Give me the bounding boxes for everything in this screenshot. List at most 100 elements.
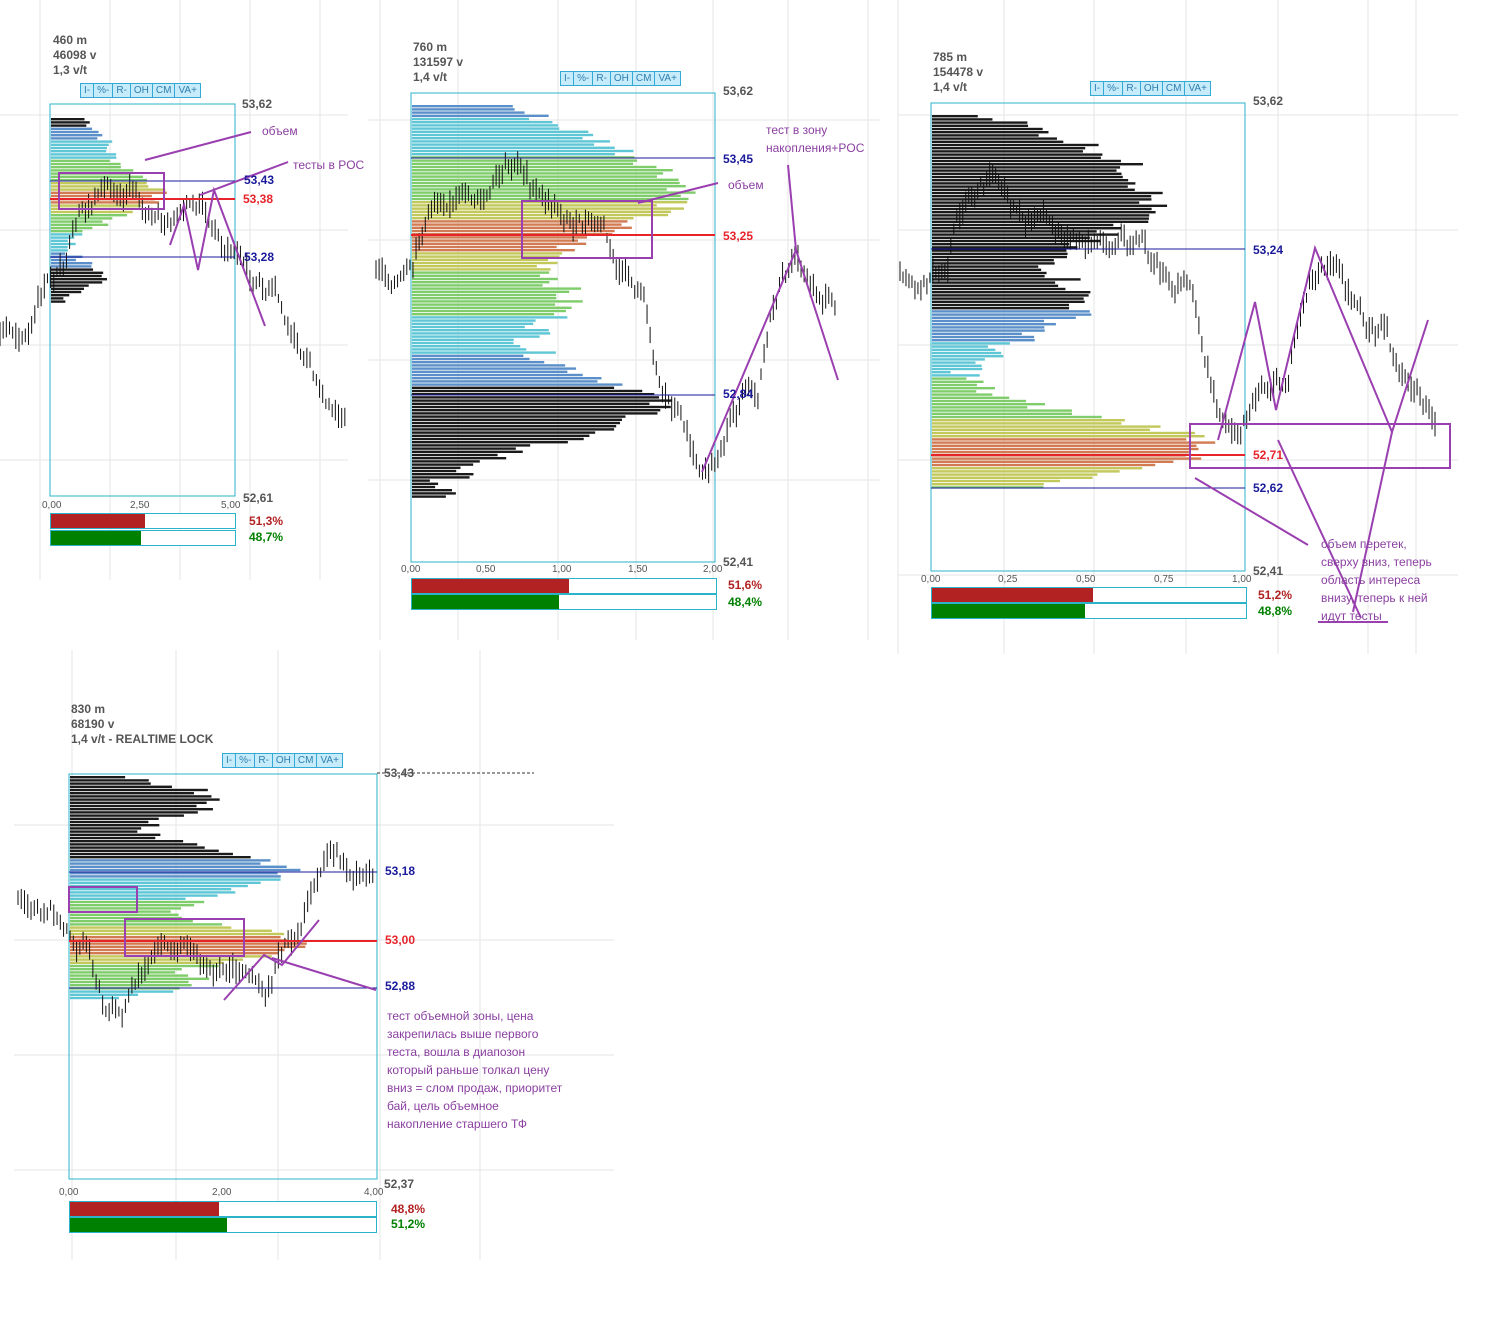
profile-bar bbox=[932, 204, 1168, 207]
btn-i[interactable]: I- bbox=[561, 72, 575, 85]
btn-va[interactable]: VA+ bbox=[1188, 83, 1207, 94]
sell-delta-bar bbox=[411, 578, 717, 594]
btn-oh[interactable]: OH bbox=[273, 754, 295, 767]
profile-bar bbox=[412, 482, 439, 485]
profile-bar bbox=[932, 476, 1093, 479]
profile-bar bbox=[932, 281, 1056, 284]
profile-bar bbox=[412, 284, 543, 287]
btn-r[interactable]: R- bbox=[113, 84, 131, 97]
profile-bar bbox=[51, 268, 94, 271]
price-top: 53,62 bbox=[1253, 94, 1284, 108]
profile-bar bbox=[412, 370, 568, 373]
profile-bar bbox=[932, 131, 1049, 134]
btn-cm[interactable]: CM bbox=[633, 72, 656, 85]
price-val: 52,62 bbox=[1253, 481, 1284, 495]
profile-bar bbox=[51, 300, 66, 303]
profile-bar bbox=[412, 159, 638, 162]
profile-bar bbox=[412, 242, 587, 245]
btn-cm[interactable]: CM bbox=[1163, 82, 1186, 95]
price-vah: 53,45 bbox=[723, 152, 754, 166]
profile-bar bbox=[412, 169, 673, 172]
btn-i[interactable]: I- bbox=[223, 754, 237, 767]
btn-r[interactable]: R- bbox=[1123, 82, 1141, 95]
panel-stats: 785 m 154478 v 1,4 v/t bbox=[933, 50, 983, 95]
profile-bar bbox=[412, 162, 634, 165]
annotation-line: тест объемной зоны, цена bbox=[387, 1009, 534, 1023]
profile-bar bbox=[932, 249, 1067, 252]
profile-bar bbox=[412, 153, 615, 156]
profile-bar bbox=[932, 470, 1120, 473]
annotation-line: внизу, теперь к ней bbox=[1321, 591, 1428, 605]
btn-va[interactable]: VA+ bbox=[658, 73, 677, 84]
annotation-line: область интереса bbox=[1321, 573, 1421, 587]
profile-bar bbox=[412, 268, 551, 271]
profile-bar bbox=[932, 351, 1002, 355]
profile-toolbar: I- %- R- OH CM VA+ bbox=[1090, 81, 1211, 96]
annotation-box bbox=[58, 172, 165, 210]
profile-bar bbox=[70, 926, 232, 929]
profile-bar bbox=[412, 434, 590, 437]
profile-bar bbox=[70, 932, 285, 936]
btn-r[interactable]: R- bbox=[593, 72, 611, 85]
btn-va[interactable]: VA+ bbox=[178, 85, 197, 96]
profile-bar bbox=[932, 227, 1122, 230]
profile-bar bbox=[932, 323, 1056, 326]
profile-bar bbox=[932, 166, 1121, 169]
stat-vt: 1,3 v/t bbox=[53, 63, 88, 77]
btn-cm[interactable]: CM bbox=[153, 84, 176, 97]
profile-bar bbox=[412, 261, 558, 265]
btn-r[interactable]: R- bbox=[255, 754, 273, 767]
btn-i[interactable]: I- bbox=[1091, 82, 1105, 95]
profile-bar bbox=[932, 262, 1055, 265]
buy-delta-bar bbox=[931, 603, 1247, 619]
profile-bar bbox=[412, 277, 558, 281]
profile-bar bbox=[932, 121, 1028, 124]
annotation-line: бай, цель объемное bbox=[387, 1099, 499, 1113]
btn-pct[interactable]: %- bbox=[94, 84, 114, 97]
profile-bar bbox=[412, 463, 474, 466]
btn-i[interactable]: I- bbox=[81, 84, 95, 97]
profile-bar bbox=[51, 287, 85, 290]
profile-bar bbox=[412, 380, 598, 383]
profile-bar bbox=[70, 977, 210, 980]
profile-bar bbox=[932, 243, 1070, 246]
profile-bar bbox=[412, 367, 576, 370]
profile-bar bbox=[932, 252, 1068, 255]
price-poc: 53,38 bbox=[243, 192, 274, 206]
profile-bar bbox=[932, 409, 1072, 412]
profile-bar bbox=[51, 271, 104, 274]
annotation-volume: объем bbox=[728, 178, 764, 192]
annotation-box bbox=[1189, 423, 1451, 469]
profile-bar bbox=[70, 993, 139, 996]
x-tick: 1,00 bbox=[1232, 574, 1252, 585]
profile-bar bbox=[932, 460, 1174, 463]
profile-bar bbox=[70, 990, 174, 993]
x-tick: 1,50 bbox=[628, 564, 648, 575]
btn-pct[interactable]: %- bbox=[236, 754, 256, 767]
profile-bar bbox=[412, 402, 650, 405]
stat-volume: 154478 v bbox=[933, 65, 984, 79]
profile-bar bbox=[412, 258, 549, 261]
btn-oh[interactable]: OH bbox=[611, 72, 633, 85]
profile-bar bbox=[932, 316, 1076, 319]
btn-pct[interactable]: %- bbox=[574, 72, 594, 85]
profile-bar bbox=[412, 316, 568, 319]
profile-bar bbox=[932, 415, 1102, 419]
btn-oh[interactable]: OH bbox=[1141, 82, 1163, 95]
profile-bar bbox=[932, 223, 1114, 227]
profile-bar bbox=[51, 201, 160, 204]
profile-bar bbox=[412, 185, 686, 188]
price-top: 53,62 bbox=[723, 84, 754, 98]
btn-oh[interactable]: OH bbox=[131, 84, 153, 97]
profile-bar bbox=[412, 191, 696, 194]
profile-bar bbox=[412, 309, 566, 313]
annotation-line bbox=[271, 957, 377, 991]
profile-bar bbox=[412, 357, 530, 361]
profile-bar bbox=[932, 479, 1060, 483]
profile-bar bbox=[70, 897, 186, 900]
btn-pct[interactable]: %- bbox=[1104, 82, 1124, 95]
btn-cm[interactable]: CM bbox=[295, 754, 318, 767]
btn-va[interactable]: VA+ bbox=[320, 755, 339, 766]
profile-bar bbox=[932, 137, 1057, 140]
x-tick: 0,00 bbox=[59, 1187, 79, 1198]
